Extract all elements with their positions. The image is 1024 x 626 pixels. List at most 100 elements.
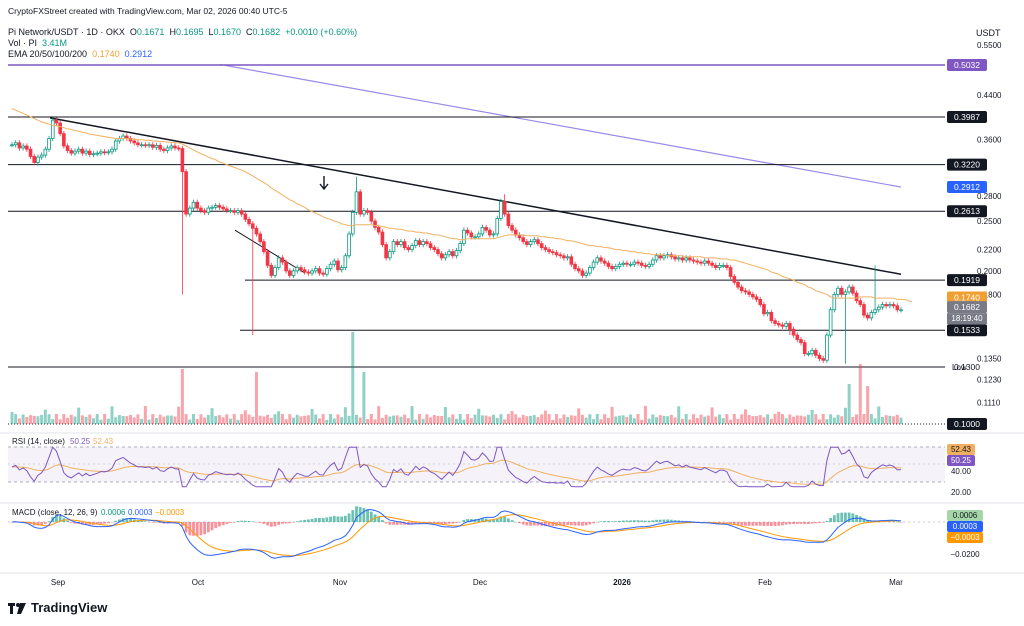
volume-bar — [166, 415, 170, 424]
price-tag-0.2912-bg — [947, 181, 987, 194]
macd-histogram-bar — [236, 521, 240, 522]
volume-bar — [106, 418, 110, 424]
volume-bar — [173, 416, 177, 424]
macd-histogram-bar — [721, 522, 725, 523]
volume-bar — [214, 415, 218, 424]
symbol-legend[interactable]: Pi Network/USDT · 1D · OKX O0.1671 H0.16… — [8, 27, 357, 38]
volume-bar — [210, 408, 214, 424]
macd-histogram-bar — [340, 516, 344, 522]
macd-histogram-bar — [544, 522, 547, 526]
macd-histogram-bar — [810, 522, 814, 524]
candle-body — [399, 241, 403, 245]
volume-bar — [154, 418, 158, 424]
volume-bar — [677, 406, 681, 424]
candle-body — [480, 227, 485, 235]
macd-histogram-bar — [599, 521, 603, 522]
macd-histogram-bar — [336, 516, 340, 522]
price-tick-label: 0.1350 — [977, 355, 1002, 364]
volume-bar — [532, 415, 536, 424]
macd-histogram-bar — [314, 518, 318, 522]
macd-tag-bg — [947, 510, 983, 521]
macd-histogram-bar — [736, 522, 740, 526]
candle-body — [354, 191, 359, 213]
volume-bar — [840, 416, 844, 424]
macd-histogram-bar — [269, 522, 273, 527]
macd-histogram-bar — [147, 521, 151, 523]
candle-body — [551, 251, 555, 254]
candle-body — [810, 350, 814, 355]
ema-legend[interactable]: EMA 20/50/100/200 0.1740 0.2912 — [8, 49, 152, 60]
volume-bar — [373, 419, 377, 424]
macd-histogram-bar — [99, 522, 103, 524]
volume-bar — [555, 414, 559, 424]
candle-body — [432, 247, 437, 251]
volume-bar — [614, 416, 618, 424]
volume-bar — [517, 417, 521, 424]
candle-body — [217, 205, 222, 208]
candle-body — [154, 144, 159, 148]
volume-bar — [221, 417, 225, 424]
macd-histogram-bar — [206, 522, 210, 533]
volume-bar — [10, 412, 14, 424]
macd-histogram-bar — [218, 522, 221, 527]
tradingview-logo-icon — [8, 602, 26, 614]
volume-bar — [818, 419, 822, 424]
ohlc-high-label: H — [169, 27, 176, 37]
volume-legend[interactable]: Vol · PI 3.41M — [8, 38, 67, 49]
candle-body — [384, 244, 388, 259]
ohlc-open: 0.1671 — [136, 27, 165, 37]
candle-body — [888, 304, 892, 307]
macd-histogram-bar — [129, 518, 132, 522]
volume-bar — [506, 414, 510, 424]
macd-histogram-bar — [862, 518, 866, 522]
candle-body — [150, 144, 155, 148]
candle-body — [791, 328, 796, 336]
price-tag-0.1740-bg — [947, 291, 987, 304]
candle-body — [265, 251, 270, 266]
candle-body — [610, 266, 614, 270]
volume-bar — [558, 418, 562, 424]
macd-histogram-bar — [836, 513, 840, 522]
symbol-name[interactable]: Pi Network/USDT · 1D · OKX — [8, 27, 125, 37]
volume-bar — [110, 406, 114, 424]
macd-histogram-bar — [299, 520, 303, 522]
volume-bar — [669, 414, 673, 424]
level-tag-0.1300: 0.1300 — [954, 362, 980, 372]
candle-body — [206, 207, 211, 213]
volume-bar — [158, 414, 162, 424]
candle-body — [291, 270, 296, 276]
level-tag-0.3220: 0.3220 — [954, 160, 980, 170]
candle-body — [36, 156, 40, 163]
macd-tag-bg — [947, 521, 983, 532]
macd-histogram-bar — [481, 518, 484, 522]
candle-body — [306, 271, 311, 274]
candle-body — [458, 243, 463, 252]
macd-histogram-bar — [795, 522, 799, 524]
candle-body — [254, 227, 259, 235]
macd-histogram-bar — [532, 522, 536, 526]
candle-body — [439, 253, 444, 259]
candle-body — [232, 210, 237, 213]
macd-histogram-bar — [799, 522, 803, 524]
volume-bar — [84, 416, 88, 424]
macd-histogram-bar — [492, 519, 495, 522]
candle-body — [625, 262, 629, 265]
volume-bar — [343, 407, 347, 424]
level-tag-0.5032: 0.5032 — [954, 60, 980, 70]
candle-body — [647, 263, 651, 267]
macd-histogram-bar — [277, 522, 281, 525]
volume-bar — [232, 414, 236, 424]
candle-body — [506, 213, 511, 226]
macd-histogram-bar — [377, 517, 381, 522]
volume-bar — [403, 414, 407, 424]
volume-bar — [725, 414, 729, 424]
candle-body — [336, 260, 340, 271]
macd-histogram-bar — [281, 522, 284, 524]
volume-bar — [629, 414, 633, 424]
macd-histogram-bar — [466, 519, 470, 522]
macd-histogram-bar — [644, 520, 647, 522]
candle-body — [184, 171, 188, 215]
candle-body — [725, 264, 729, 268]
candle-body — [547, 249, 551, 253]
